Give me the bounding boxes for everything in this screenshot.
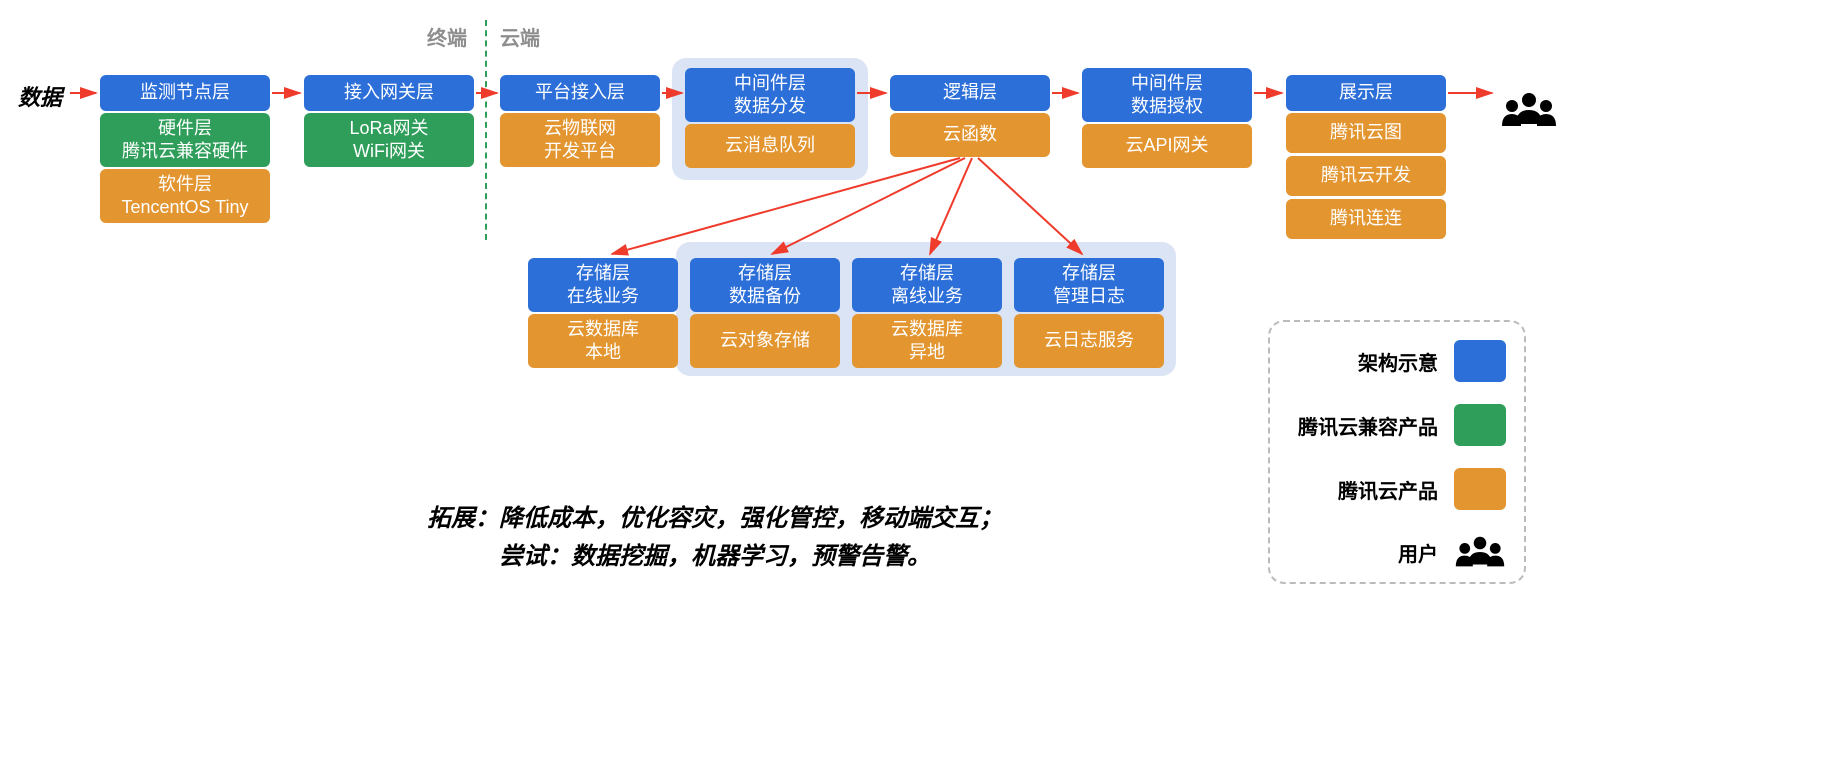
data-dist-label: 数据分发	[734, 95, 806, 118]
wifi-gw-label: WiFi网关	[353, 140, 425, 163]
node-gateway-blue: 接入网关层	[304, 75, 474, 111]
node-monitor-green: 硬件层 腾讯云兼容硬件	[100, 113, 270, 167]
data-label: 数据	[18, 80, 62, 112]
local-label: 本地	[585, 341, 621, 364]
legend-swatch-green	[1454, 404, 1506, 446]
node-middleware-dist-orange: 云消息队列	[685, 124, 855, 168]
storage-label-1a: 存储层	[576, 262, 630, 285]
legend-box: 架构示意 腾讯云兼容产品 腾讯云产品 用户	[1268, 320, 1526, 584]
node-display-orange-3: 腾讯连连	[1286, 199, 1446, 239]
legend-user: 用户	[1288, 532, 1506, 572]
node-platform-blue: 平台接入层	[500, 75, 660, 111]
remote-label: 异地	[909, 341, 945, 364]
caption-line2: 尝试：数据挖掘，机器学习，预警告警。	[335, 538, 1095, 576]
storage-label-2b: 数据备份	[729, 285, 801, 308]
node-gateway-green: LoRa网关 WiFi网关	[304, 113, 474, 167]
users-icon	[1500, 90, 1558, 140]
legend-compat-label: 腾讯云兼容产品	[1298, 411, 1438, 440]
clouddb-label-2: 云数据库	[891, 318, 963, 341]
node-display-orange-1: 腾讯云图	[1286, 113, 1446, 153]
node-logic-blue: 逻辑层	[890, 75, 1050, 111]
node-storage-4-orange: 云日志服务	[1014, 314, 1164, 368]
storage-label-1b: 在线业务	[567, 285, 639, 308]
legend-arch-label: 架构示意	[1358, 347, 1438, 376]
node-logic-orange: 云函数	[890, 113, 1050, 157]
hw-layer-label: 硬件层	[158, 117, 212, 140]
lora-gw-label: LoRa网关	[349, 117, 428, 140]
legend-user-label: 用户	[1398, 538, 1438, 567]
tencentos-tiny-label: TencentOS Tiny	[121, 196, 248, 219]
node-storage-1-blue: 存储层 在线业务	[528, 258, 678, 312]
dev-platform-label: 开发平台	[544, 140, 616, 163]
legend-product: 腾讯云产品	[1288, 468, 1506, 510]
cloud-label: 云端	[500, 22, 540, 51]
legend-swatch-blue	[1454, 340, 1506, 382]
legend-swatch-orange	[1454, 468, 1506, 510]
storage-label-4b: 管理日志	[1053, 285, 1125, 308]
node-storage-2-orange: 云对象存储	[690, 314, 840, 368]
node-storage-3-orange: 云数据库 异地	[852, 314, 1002, 368]
middleware-label-1: 中间件层	[734, 72, 806, 95]
node-monitor-orange: 软件层 TencentOS Tiny	[100, 169, 270, 223]
node-storage-1-orange: 云数据库 本地	[528, 314, 678, 368]
legend-arch: 架构示意	[1288, 340, 1506, 382]
storage-label-3a: 存储层	[900, 262, 954, 285]
node-storage-2-blue: 存储层 数据备份	[690, 258, 840, 312]
node-middleware-dist-blue: 中间件层 数据分发	[685, 68, 855, 122]
iot-label: 云物联网	[544, 117, 616, 140]
node-display-orange-2: 腾讯云开发	[1286, 156, 1446, 196]
middleware-label-2: 中间件层	[1131, 72, 1203, 95]
node-storage-3-blue: 存储层 离线业务	[852, 258, 1002, 312]
clouddb-label: 云数据库	[567, 318, 639, 341]
storage-label-3b: 离线业务	[891, 285, 963, 308]
node-storage-4-blue: 存储层 管理日志	[1014, 258, 1164, 312]
node-middleware-auth-blue: 中间件层 数据授权	[1082, 68, 1252, 122]
node-platform-orange: 云物联网 开发平台	[500, 113, 660, 167]
storage-label-2a: 存储层	[738, 262, 792, 285]
tencent-compat-hw-label: 腾讯云兼容硬件	[122, 140, 248, 163]
terminal-cloud-divider	[485, 20, 487, 240]
node-middleware-auth-orange: 云API网关	[1082, 124, 1252, 168]
caption-line1: 拓展：降低成本，优化容灾，强化管控，移动端交互；	[335, 500, 1095, 538]
node-display-blue: 展示层	[1286, 75, 1446, 111]
legend-product-label: 腾讯云产品	[1338, 475, 1438, 504]
data-auth-label: 数据授权	[1131, 95, 1203, 118]
sw-layer-label: 软件层	[158, 173, 212, 196]
storage-label-4a: 存储层	[1062, 262, 1116, 285]
caption-text: 拓展：降低成本，优化容灾，强化管控，移动端交互； 尝试：数据挖掘，机器学习，预警…	[335, 500, 1095, 577]
node-monitor-blue: 监测节点层	[100, 75, 270, 111]
legend-compat: 腾讯云兼容产品	[1288, 404, 1506, 446]
legend-users-icon	[1454, 532, 1506, 572]
terminal-label: 终端	[427, 22, 467, 51]
